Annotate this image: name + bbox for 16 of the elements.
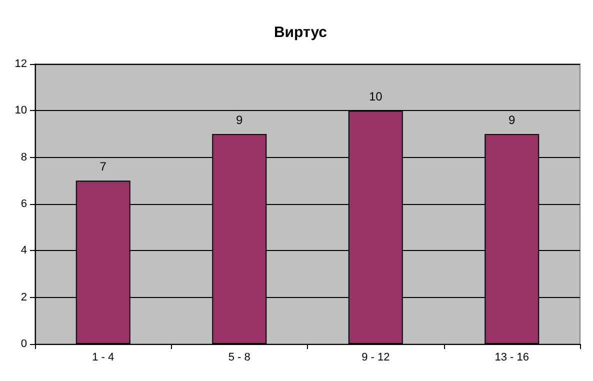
data-label: 9 [236, 113, 244, 127]
data-label: 7 [100, 160, 107, 174]
y-tick-label: 10 [14, 104, 27, 117]
x-tick-label: 13 - 16 [494, 352, 529, 364]
y-tick-label: 12 [14, 58, 27, 70]
data-label: 9 [508, 113, 516, 127]
data-label: 10 [368, 90, 383, 104]
chart-title: Виртус [274, 24, 328, 41]
y-tick-label: 6 [20, 198, 27, 210]
x-tick-label: 1 - 4 [92, 352, 114, 364]
y-tick-label: 2 [20, 291, 27, 304]
x-tick-label: 9 - 12 [362, 352, 390, 364]
x-tick-label: 5 - 8 [228, 352, 250, 364]
y-tick-label: 4 [20, 244, 27, 257]
y-tick-label: 0 [20, 338, 27, 350]
y-tick-label: 8 [20, 151, 27, 164]
